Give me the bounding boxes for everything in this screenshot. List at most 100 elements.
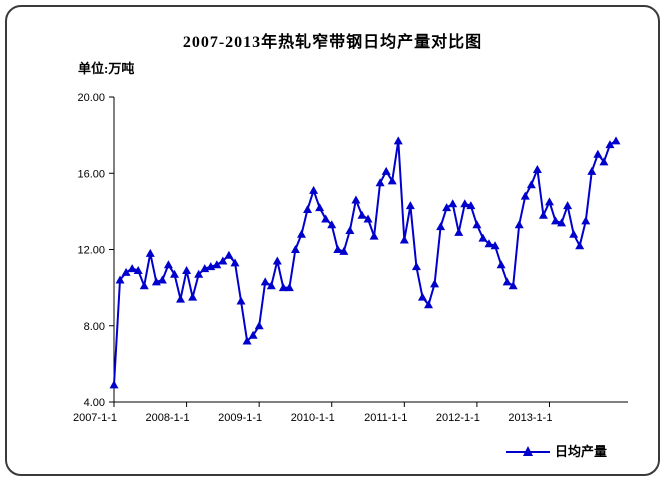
data-point-marker bbox=[327, 220, 337, 229]
data-point-marker bbox=[593, 149, 603, 158]
data-point-marker bbox=[212, 260, 222, 269]
data-point-marker bbox=[127, 264, 137, 273]
data-point-marker bbox=[242, 336, 252, 345]
data-point-marker bbox=[581, 216, 591, 225]
data-point-marker bbox=[176, 294, 186, 303]
legend: 日均产量 bbox=[505, 441, 607, 460]
data-point-marker bbox=[157, 275, 167, 284]
data-point-marker bbox=[194, 269, 204, 278]
data-point-marker bbox=[121, 267, 131, 276]
data-point-marker bbox=[139, 281, 149, 290]
data-point-marker bbox=[436, 222, 446, 231]
data-point-marker bbox=[405, 201, 415, 210]
x-tick-label: 2013-1-1 bbox=[508, 412, 552, 424]
data-point-marker bbox=[109, 380, 119, 389]
data-point-marker bbox=[182, 265, 192, 274]
data-point-marker bbox=[538, 210, 548, 219]
data-point-marker bbox=[357, 210, 367, 219]
data-point-marker bbox=[430, 279, 440, 288]
data-point-marker bbox=[387, 176, 397, 185]
data-point-marker bbox=[557, 218, 567, 227]
y-tick-label: 12.00 bbox=[77, 245, 105, 257]
data-point-marker bbox=[169, 269, 179, 278]
data-point-marker bbox=[254, 321, 264, 330]
chart-title: 2007-2013年热轧窄带钢日均产量对比图 bbox=[182, 34, 483, 51]
data-point-marker bbox=[569, 229, 579, 238]
data-point-marker bbox=[290, 245, 300, 253]
data-point-marker bbox=[266, 281, 276, 290]
data-point-marker bbox=[551, 216, 561, 225]
data-point-marker bbox=[472, 220, 482, 229]
y-tick-label: 20.00 bbox=[77, 92, 105, 104]
data-point-marker bbox=[442, 203, 452, 212]
data-point-marker bbox=[296, 229, 306, 238]
data-point-marker bbox=[236, 296, 246, 305]
data-point-marker bbox=[478, 233, 488, 242]
data-point-marker bbox=[133, 265, 143, 274]
data-point-marker bbox=[248, 330, 258, 339]
data-point-marker bbox=[278, 283, 288, 292]
series-line bbox=[113, 139, 617, 385]
data-point-marker bbox=[508, 281, 518, 290]
unit-label: 单位:万吨 bbox=[78, 61, 135, 76]
data-point-marker bbox=[260, 277, 270, 286]
data-point-marker bbox=[454, 227, 464, 236]
data-point-marker bbox=[460, 199, 470, 208]
x-tick-label: 2009-1-1 bbox=[218, 412, 262, 424]
data-point-marker bbox=[532, 164, 542, 173]
data-point-marker bbox=[303, 204, 313, 213]
data-point-marker bbox=[599, 157, 609, 166]
data-point-marker bbox=[284, 283, 294, 292]
x-tick-label: 2010-1-1 bbox=[291, 412, 335, 424]
data-point-marker bbox=[315, 203, 325, 212]
data-point-marker bbox=[587, 166, 597, 175]
legend-label: 日均产量 bbox=[555, 444, 608, 459]
data-point-marker bbox=[393, 136, 403, 145]
data-point-marker bbox=[218, 256, 228, 265]
data-point-marker bbox=[369, 231, 379, 240]
data-point-marker bbox=[345, 225, 355, 234]
data-point-marker bbox=[544, 197, 554, 206]
data-point-marker bbox=[496, 260, 506, 269]
x-tick-label: 2012-1-1 bbox=[436, 412, 480, 424]
y-tick-label: 16.00 bbox=[77, 168, 105, 180]
data-point-marker bbox=[514, 220, 524, 229]
data-point-marker bbox=[381, 166, 391, 175]
x-tick-label: 2007-1-1 bbox=[73, 412, 117, 424]
data-point-marker bbox=[188, 292, 198, 301]
data-point-marker bbox=[363, 214, 373, 223]
data-point-marker bbox=[484, 239, 494, 248]
data-point-marker bbox=[563, 201, 573, 210]
data-point-marker bbox=[520, 191, 530, 200]
data-point-marker bbox=[424, 300, 434, 309]
data-point-marker bbox=[375, 178, 385, 187]
data-point-marker bbox=[575, 241, 585, 250]
data-point-marker bbox=[272, 256, 282, 265]
data-point-marker bbox=[399, 235, 409, 244]
data-point-marker bbox=[333, 245, 343, 253]
data-point-marker bbox=[224, 250, 234, 259]
data-point-marker bbox=[339, 246, 349, 255]
data-point-marker bbox=[145, 248, 155, 257]
data-point-marker bbox=[115, 275, 125, 284]
data-point-marker bbox=[502, 277, 512, 286]
data-point-marker bbox=[490, 241, 500, 250]
data-point-marker bbox=[230, 258, 240, 267]
data-point-marker bbox=[417, 292, 427, 301]
data-point-marker bbox=[611, 136, 621, 145]
data-point-marker bbox=[321, 214, 331, 223]
data-point-marker bbox=[526, 180, 536, 189]
data-point-marker bbox=[309, 185, 319, 194]
x-tick-label: 2008-1-1 bbox=[146, 412, 190, 424]
data-point-marker bbox=[351, 195, 361, 204]
data-point-marker bbox=[163, 260, 173, 269]
data-point-marker bbox=[448, 199, 458, 208]
y-tick-label: 4.00 bbox=[84, 397, 105, 409]
x-tick-label: 2011-1-1 bbox=[364, 412, 407, 424]
y-tick-label: 8.00 bbox=[84, 321, 105, 333]
data-point-marker bbox=[411, 262, 421, 271]
data-point-marker bbox=[605, 140, 615, 149]
legend-line-triangle-icon bbox=[505, 443, 551, 459]
